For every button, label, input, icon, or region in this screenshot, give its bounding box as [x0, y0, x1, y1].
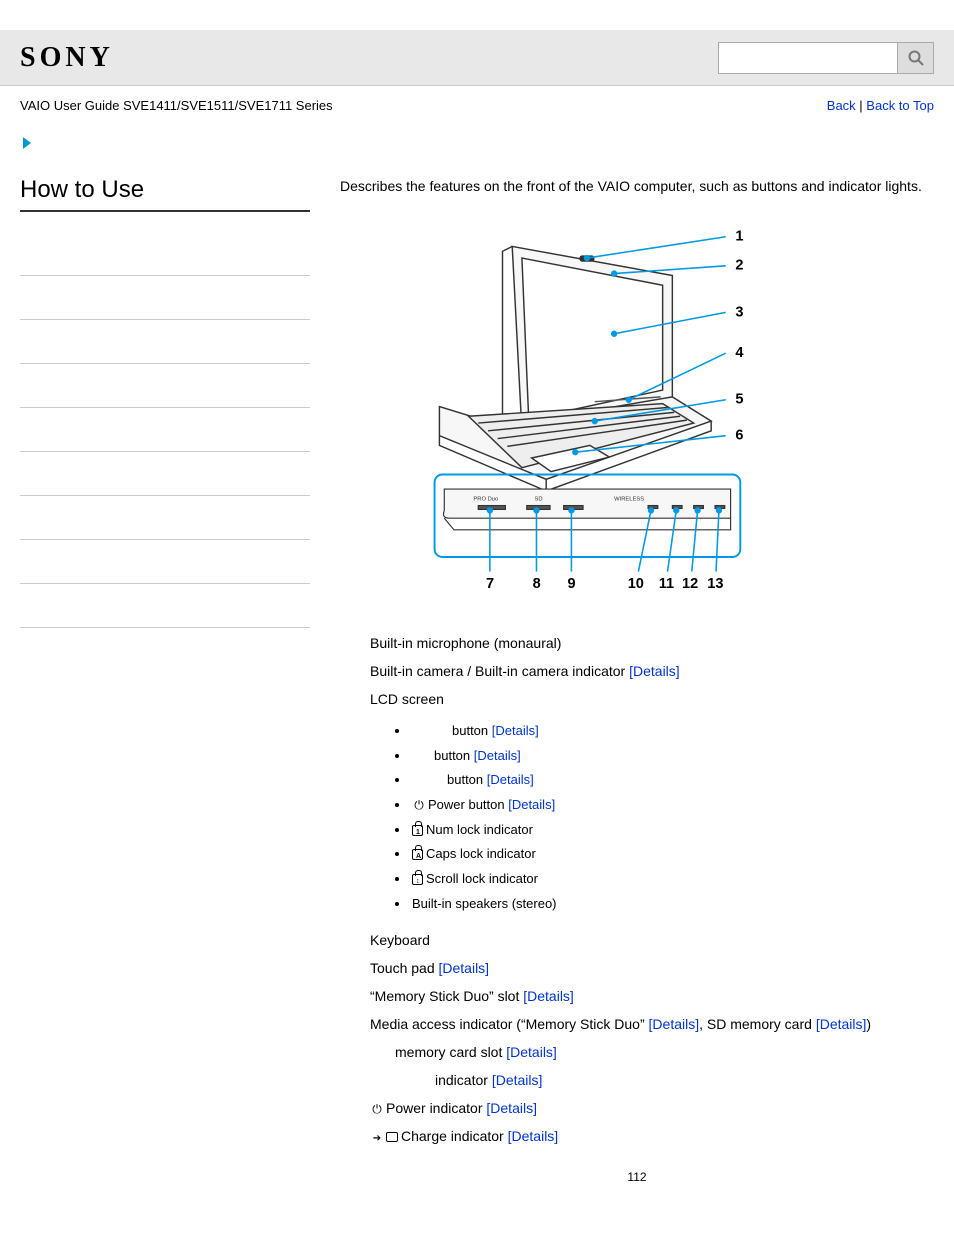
bullet-scrolllock: ↕Scroll lock indicator: [410, 867, 934, 892]
item-touchpad: Touch pad [Details]: [370, 954, 934, 982]
sidebar-row: [20, 540, 310, 584]
item-mic: Built-in microphone (monaural): [370, 629, 934, 657]
numlock-icon: 1: [412, 825, 423, 836]
sidebar-row: [20, 584, 310, 628]
item-lcd: LCD screen: [370, 685, 934, 713]
search-icon: [907, 49, 925, 67]
details-link[interactable]: [Details]: [506, 1044, 557, 1060]
details-link[interactable]: [Details]: [492, 1072, 543, 1088]
sidebar-row: [20, 364, 310, 408]
breadcrumb-text: VAIO User Guide SVE1411/SVE1511/SVE1711 …: [20, 98, 333, 113]
bullet-btn2: button [Details]: [410, 744, 934, 769]
main: Describes the features on the front of t…: [330, 176, 934, 1184]
panel-label-wireless: WIRELESS: [614, 497, 644, 503]
sidebar-row: [20, 496, 310, 540]
callout-8: 8: [533, 576, 541, 592]
description-list: Built-in microphone (monaural) Built-in …: [370, 629, 934, 1151]
sidebar-row: [20, 408, 310, 452]
nav-links: Back | Back to Top: [827, 98, 934, 113]
sidebar-row: [20, 452, 310, 496]
callout-7: 7: [486, 576, 494, 592]
callout-4: 4: [735, 345, 744, 361]
scrolllock-icon: ↕: [412, 874, 423, 885]
laptop-diagram: 1 2 3 4 5 6 PRO Duo SD WIRELESS: [420, 227, 750, 596]
callout-9: 9: [568, 576, 576, 592]
bullet-btn3: button [Details]: [410, 768, 934, 793]
sidebar-row: [20, 232, 310, 276]
callout-2: 2: [735, 258, 743, 274]
item-camera: Built-in camera / Built-in camera indica…: [370, 657, 934, 685]
callout-12: 12: [682, 576, 698, 592]
callout-5: 5: [735, 392, 743, 408]
item-memcard: memory card slot [Details]: [370, 1038, 934, 1066]
arrow-row: [0, 125, 954, 176]
details-link[interactable]: [Details]: [816, 1016, 867, 1032]
item-keyboard: Keyboard: [370, 926, 934, 954]
bullet-btn1: button [Details]: [410, 719, 934, 744]
topbar: SONY: [0, 30, 954, 86]
callout-11: 11: [659, 576, 674, 592]
sidebar-title: How to Use: [20, 176, 310, 212]
bullet-numlock: 1Num lock indicator: [410, 818, 934, 843]
item-charge-ind: ➔Charge indicator [Details]: [370, 1122, 934, 1150]
panel-label-pro: PRO Duo: [473, 497, 498, 503]
capslock-icon: A: [412, 849, 423, 860]
details-link[interactable]: [Details]: [487, 772, 534, 787]
page-number: 112: [340, 1170, 934, 1184]
details-link[interactable]: [Details]: [508, 797, 555, 812]
panel-label-sd: SD: [535, 497, 543, 503]
battery-icon: [386, 1132, 398, 1142]
details-link[interactable]: [Details]: [523, 988, 574, 1004]
details-link[interactable]: [Details]: [508, 1128, 559, 1144]
bullet-power: ⏻Power button [Details]: [410, 793, 934, 818]
bullet-capslock: ACaps lock indicator: [410, 842, 934, 867]
details-link[interactable]: [Details]: [486, 1100, 537, 1116]
details-link[interactable]: [Details]: [649, 1016, 700, 1032]
callout-1: 1: [735, 229, 743, 245]
item-indicator: indicator [Details]: [370, 1066, 934, 1094]
breadcrumb-row: VAIO User Guide SVE1411/SVE1511/SVE1711 …: [0, 86, 954, 125]
details-link[interactable]: [Details]: [474, 748, 521, 763]
callout-13: 13: [707, 576, 723, 592]
search-button[interactable]: [898, 42, 934, 74]
callout-6: 6: [735, 428, 743, 444]
sidebar-row: [20, 320, 310, 364]
item-media-access: Media access indicator (“Memory Stick Du…: [370, 1010, 934, 1038]
details-link[interactable]: [Details]: [492, 723, 539, 738]
power-icon: ⏻: [370, 1097, 384, 1121]
content: How to Use Describes the features on the…: [0, 176, 954, 1224]
plug-icon: ➔: [370, 1129, 384, 1149]
details-link[interactable]: [Details]: [629, 663, 680, 679]
item-power-ind: ⏻Power indicator [Details]: [370, 1094, 934, 1122]
details-link[interactable]: [Details]: [439, 960, 490, 976]
chevron-right-icon[interactable]: [20, 135, 36, 155]
item-msduo: “Memory Stick Duo” slot [Details]: [370, 982, 934, 1010]
intro-text: Describes the features on the front of t…: [340, 176, 934, 197]
sony-logo: SONY: [20, 42, 114, 74]
button-bullets: button [Details] button [Details] button…: [410, 719, 934, 917]
power-icon: ⏻: [412, 794, 426, 817]
bullet-speakers: Built-in speakers (stereo): [410, 892, 934, 917]
callout-3: 3: [735, 304, 743, 320]
nav-sep: |: [856, 98, 867, 113]
back-link[interactable]: Back: [827, 98, 856, 113]
sidebar-row: [20, 276, 310, 320]
sidebar: How to Use: [20, 176, 330, 1184]
callout-10: 10: [628, 576, 644, 592]
back-to-top-link[interactable]: Back to Top: [866, 98, 934, 113]
search-input[interactable]: [718, 42, 898, 74]
search-wrap: [718, 42, 934, 74]
